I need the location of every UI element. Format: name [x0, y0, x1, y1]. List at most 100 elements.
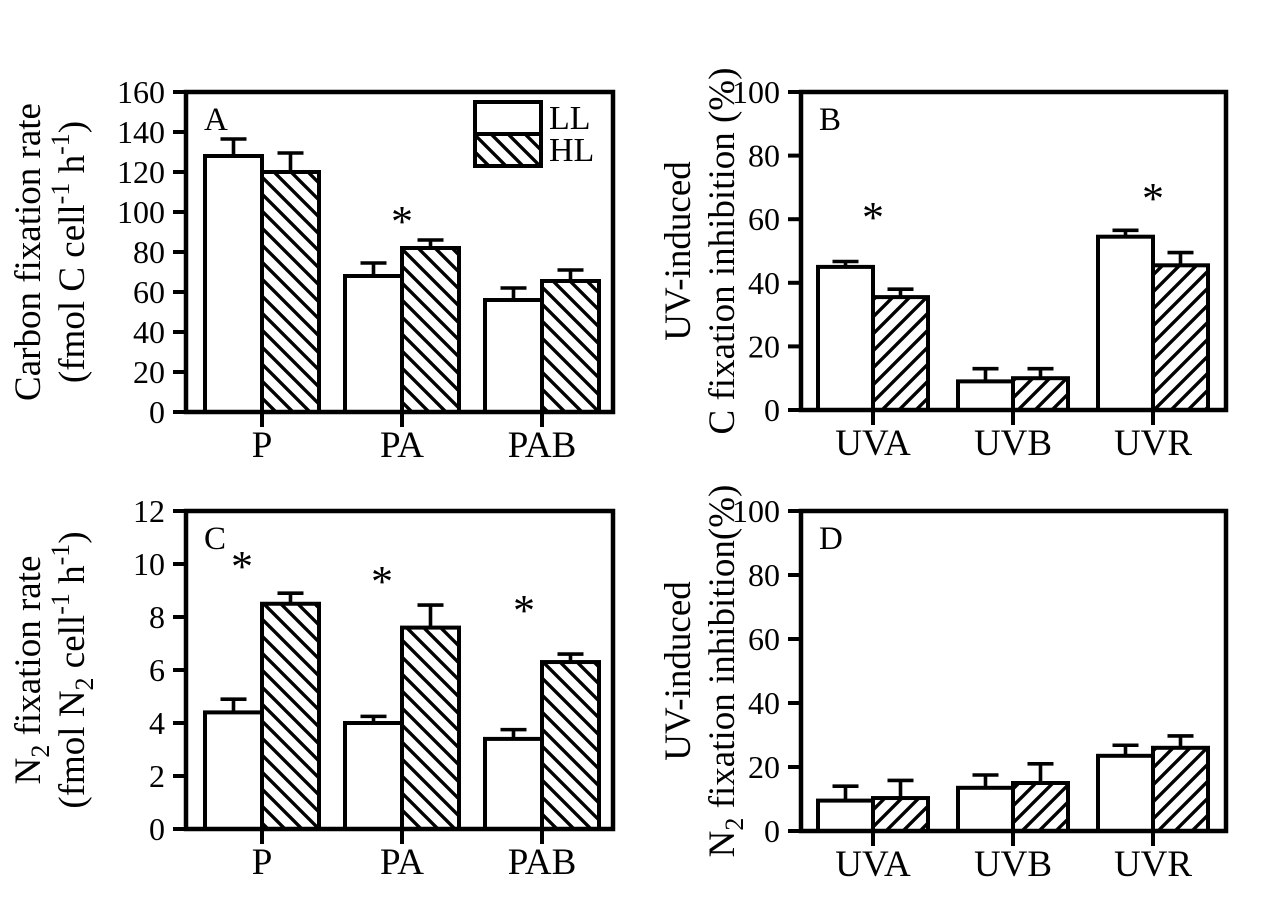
error-bar-A-P-LL [220, 137, 247, 156]
significance-asterisk-C-PA: * [371, 557, 393, 606]
significance-asterisk-A-PA: * [391, 197, 413, 246]
error-bar-D-UVB-LL [972, 773, 999, 788]
label-segment: N [702, 831, 743, 858]
error-bar-D-UVR-HL [1167, 734, 1194, 748]
error-bar-A-PAB-HL [557, 268, 584, 281]
label-segment: -1 [46, 593, 75, 615]
significance-asterisk-B-UVR: * [1142, 174, 1164, 223]
x-category-label-UVR: UVR [1114, 844, 1192, 885]
x-category-label-P: P [252, 842, 273, 883]
y-tick-label-0: 0 [764, 392, 780, 428]
y-axis-title-A-line-2: (fmol C cell-1 h-1) [46, 121, 93, 383]
legend-label-HL: HL [549, 132, 594, 169]
bar-C-P-LL [203, 710, 264, 832]
label-segment: h [52, 565, 93, 593]
bar-A-PAB-HL [540, 279, 601, 414]
error-bar-B-UVB-LL [972, 366, 999, 382]
y-tick-label-60: 60 [133, 274, 165, 310]
x-category-label-P: P [252, 425, 273, 466]
bar-D-UVB-LL [956, 785, 1015, 833]
bar-B-UVB-HL [1011, 376, 1070, 413]
y-tick-label-10: 10 [133, 546, 165, 582]
label-segment: 2 [70, 677, 99, 690]
label-segment: ) [52, 121, 93, 133]
x-category-label-UVB: UVB [974, 844, 1052, 885]
error-bar-A-PA-LL [360, 261, 387, 276]
label-segment: ) [52, 531, 93, 543]
y-tick-label-40: 40 [748, 685, 780, 721]
label-segment: cell [52, 615, 93, 678]
y-axis-title-C-line-1: N2 fixation rate [8, 556, 55, 785]
y-tick-label-120: 120 [117, 154, 165, 190]
y-axis-title-C-line-2: (fmol N2 cell-1 h-1) [46, 531, 99, 808]
error-bar-D-UVA-HL [887, 778, 914, 799]
error-bar-B-UVR-LL [1112, 228, 1139, 237]
label-segment: UV-induced [658, 161, 699, 341]
panel-letter-C: C [204, 521, 226, 557]
y-tick-label-40: 40 [748, 265, 780, 301]
x-category-label-UVA: UVA [835, 844, 911, 885]
label-segment: (fmol C cell [52, 204, 93, 383]
significance-asterisk-C-P: * [231, 542, 253, 591]
bar-B-UVB-LL [956, 379, 1015, 413]
y-tick-label-160: 160 [117, 74, 165, 110]
y-tick-label-60: 60 [748, 201, 780, 237]
legend-swatch-HL [473, 132, 543, 168]
y-tick-label-20: 20 [748, 749, 780, 785]
x-category-label-UVR: UVR [1114, 423, 1192, 464]
panel-letter-D: D [819, 521, 843, 557]
error-bar-B-UVR-HL [1167, 250, 1194, 266]
y-axis-title-B-line-1: UV-induced [658, 161, 699, 341]
error-bar-D-UVA-LL [832, 784, 859, 801]
error-bar-B-UVA-LL [832, 259, 859, 267]
x-category-label-UVA: UVA [835, 423, 911, 464]
y-tick-label-60: 60 [748, 621, 780, 657]
y-tick-label-140: 140 [117, 114, 165, 150]
label-segment: C fixation inhibition (%) [702, 68, 743, 435]
legend-swatch-LL [473, 100, 543, 136]
x-category-label-UVB: UVB [974, 423, 1052, 464]
y-tick-label-6: 6 [149, 652, 165, 688]
bar-A-PA-HL [400, 246, 461, 414]
significance-asterisk-B-UVA: * [862, 193, 884, 242]
y-tick-label-100: 100 [732, 74, 780, 110]
error-bar-C-PAB-HL [557, 652, 584, 663]
panel-letter-B: B [819, 102, 841, 138]
label-segment: -1 [46, 544, 75, 566]
label-segment: -1 [46, 133, 75, 155]
panel-A: * 0 20 40 60 80 100 120 140 160 P PA PAB A Carbon fixa… [8, 74, 616, 466]
error-bar-A-PAB-LL [500, 286, 527, 300]
bar-A-P-LL [203, 154, 264, 414]
x-category-label-PAB: PAB [508, 842, 577, 883]
bar-A-PAB-LL [483, 298, 544, 414]
y-tick-label-80: 80 [133, 234, 165, 270]
y-tick-label-12: 12 [133, 493, 165, 529]
bar-A-PA-LL [343, 274, 404, 414]
error-bar-B-UVA-HL [887, 287, 914, 298]
label-segment: (fmol N [52, 690, 93, 808]
error-bar-C-PAB-LL [500, 727, 527, 739]
y-tick-label-0: 0 [149, 811, 165, 847]
bar-C-PA-LL [343, 721, 404, 831]
bar-D-UVB-HL [1011, 781, 1070, 833]
error-bar-C-PA-LL [360, 714, 387, 723]
label-segment: Carbon fixation rate [8, 103, 49, 401]
y-tick-label-40: 40 [133, 314, 165, 350]
error-bar-A-P-HL [277, 151, 304, 172]
y-tick-label-20: 20 [133, 354, 165, 390]
x-category-label-PA: PA [380, 842, 424, 883]
bar-C-PAB-LL [483, 736, 544, 832]
error-bar-C-P-HL [277, 591, 304, 604]
y-axis-title-A-line-1: Carbon fixation rate [8, 103, 49, 401]
label-segment: fixation inhibition(%) [702, 485, 743, 818]
bar-B-UVA-LL [816, 264, 875, 412]
y-axis-title-D-line-2: N2 fixation inhibition(%) [702, 485, 749, 858]
panel-B: * * 0 20 40 60 80 100 UVA UVB UVR B UV-induced C fixa… [658, 68, 1229, 464]
bar-D-UVA-HL [871, 796, 930, 833]
bar-C-PAB-HL [540, 660, 601, 831]
bar-C-P-HL [260, 601, 321, 831]
